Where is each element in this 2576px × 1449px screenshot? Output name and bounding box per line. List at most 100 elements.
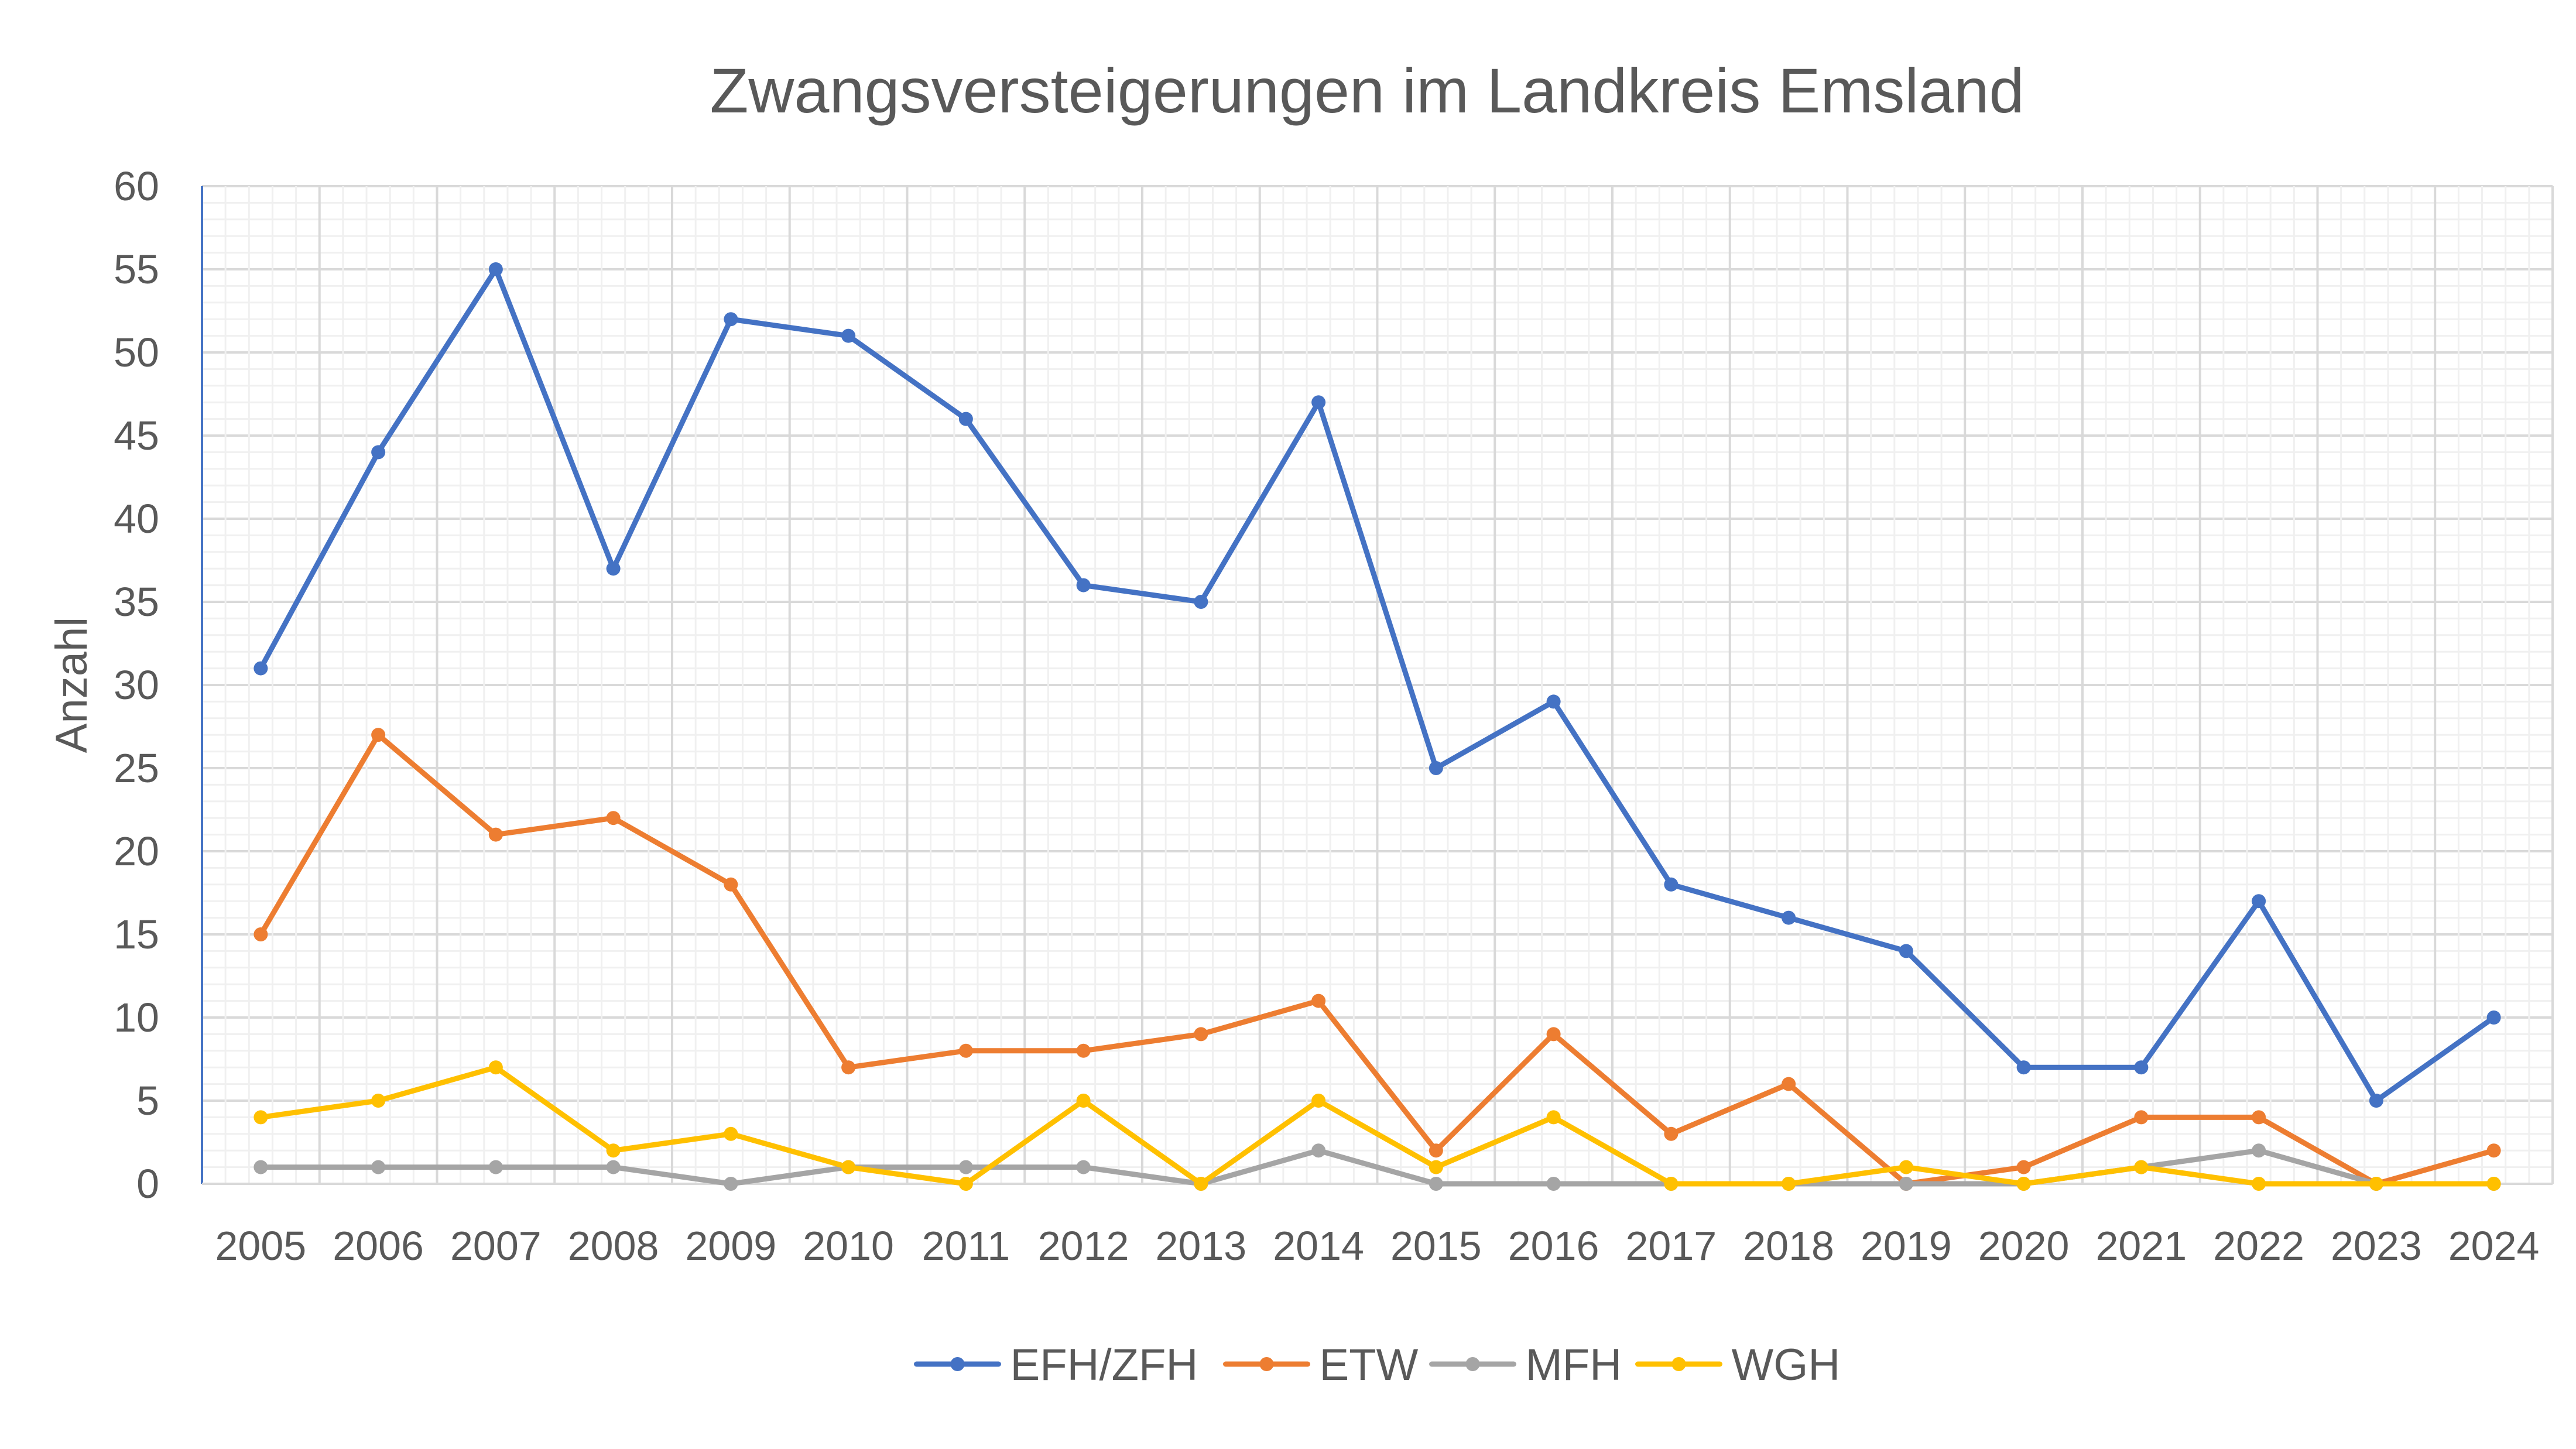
data-point [2016, 1160, 2031, 1174]
data-point [254, 1110, 268, 1125]
data-point [1429, 1143, 1443, 1158]
data-point [958, 1043, 973, 1058]
data-point [1899, 1160, 1913, 1174]
data-point [2134, 1160, 2149, 1174]
grid [201, 185, 2554, 1185]
y-tick-label: 55 [114, 246, 159, 292]
data-point [958, 1177, 973, 1191]
data-point [1546, 1110, 1561, 1125]
series-wgh [254, 1060, 2501, 1191]
data-point [841, 1160, 856, 1174]
data-point [2369, 1094, 2383, 1108]
data-point [1194, 1027, 1208, 1042]
x-tick-label: 2019 [1861, 1223, 1952, 1269]
data-point [1782, 1077, 1796, 1091]
data-point [254, 927, 268, 941]
legend-label: WGH [1732, 1340, 1841, 1390]
x-tick-label: 2024 [2448, 1223, 2540, 1269]
data-point [958, 1160, 973, 1174]
legend-swatch-marker [1671, 1357, 1686, 1371]
data-point [1076, 1160, 1091, 1174]
data-point [841, 328, 856, 343]
series-lines [254, 262, 2501, 1191]
y-tick-label: 10 [114, 995, 159, 1040]
y-tick-label: 15 [114, 912, 159, 957]
y-tick-label: 30 [114, 662, 159, 708]
x-tick-label: 2021 [2096, 1223, 2187, 1269]
data-point [841, 1060, 856, 1075]
y-tick-labels: 0 5 10 15 20 25 30 35 40 45 50 55 60 [114, 163, 159, 1207]
data-point [606, 1143, 621, 1158]
legend-item: EFH/ZFH [914, 1340, 1198, 1390]
legend-label: ETW [1320, 1340, 1419, 1390]
data-point [1664, 877, 1678, 892]
legend-label: EFH/ZFH [1010, 1340, 1198, 1390]
data-point [724, 1177, 738, 1191]
data-point [1311, 1143, 1326, 1158]
data-point [2016, 1177, 2031, 1191]
series-line [258, 1064, 2497, 1187]
data-point [254, 1160, 268, 1174]
legend: EFH/ZFH ETW MFH WGH [914, 1340, 1841, 1390]
legend-swatch-marker [1465, 1357, 1480, 1371]
data-point [371, 445, 386, 460]
data-point [488, 1160, 503, 1174]
data-point [606, 561, 621, 576]
x-tick-label: 2007 [450, 1223, 542, 1269]
x-tick-label: 2023 [2331, 1223, 2422, 1269]
data-point [1429, 761, 1443, 775]
data-point [2252, 1143, 2266, 1158]
x-tick-label: 2012 [1038, 1223, 1129, 1269]
data-point [1782, 910, 1796, 925]
data-point [1076, 1043, 1091, 1058]
data-point [1076, 578, 1091, 592]
data-point [254, 661, 268, 676]
data-point [1194, 595, 1208, 609]
x-tick-label: 2008 [568, 1223, 659, 1269]
data-point [488, 1060, 503, 1075]
data-point [488, 262, 503, 276]
legend-label: MFH [1526, 1340, 1622, 1390]
x-tick-labels: 2005 2006 2007 2008 2009 2010 2011 2012 2013 2014… [215, 1223, 2540, 1269]
data-point [2134, 1110, 2149, 1125]
x-tick-label: 2014 [1273, 1223, 1364, 1269]
x-tick-label: 2009 [686, 1223, 777, 1269]
data-point [2486, 1143, 2501, 1158]
legend-item: ETW [1223, 1340, 1419, 1390]
data-point [2252, 1110, 2266, 1125]
data-point [1311, 1094, 1326, 1108]
data-point [2486, 1177, 2501, 1191]
legend-swatch-marker [1259, 1357, 1274, 1371]
data-point [1899, 944, 1913, 958]
y-tick-label: 40 [114, 496, 159, 542]
data-point [1546, 1177, 1561, 1191]
data-point [1311, 395, 1326, 410]
data-point [2134, 1060, 2149, 1075]
legend-item: MFH [1429, 1340, 1622, 1390]
data-point [1429, 1177, 1443, 1191]
x-tick-label: 2020 [1978, 1223, 2070, 1269]
data-point [606, 1160, 621, 1174]
y-tick-label: 0 [136, 1161, 159, 1207]
data-point [371, 1160, 386, 1174]
legend-swatch-marker [950, 1357, 965, 1371]
data-point [1546, 694, 1561, 709]
data-point [371, 1094, 386, 1108]
data-point [724, 1126, 738, 1141]
x-tick-label: 2016 [1508, 1223, 1599, 1269]
data-point [1429, 1160, 1443, 1174]
x-tick-label: 2017 [1626, 1223, 1717, 1269]
series-line [258, 266, 2497, 1104]
data-point [1194, 1177, 1208, 1191]
data-point [1899, 1177, 1913, 1191]
data-point [1664, 1126, 1678, 1141]
y-tick-label: 20 [114, 828, 159, 874]
data-point [2252, 894, 2266, 909]
data-point [371, 728, 386, 742]
data-point [724, 312, 738, 327]
axes [201, 186, 2553, 1185]
data-point [958, 412, 973, 426]
chart-title: Zwangsversteigerungen im Landkreis Emsla… [710, 55, 2024, 126]
